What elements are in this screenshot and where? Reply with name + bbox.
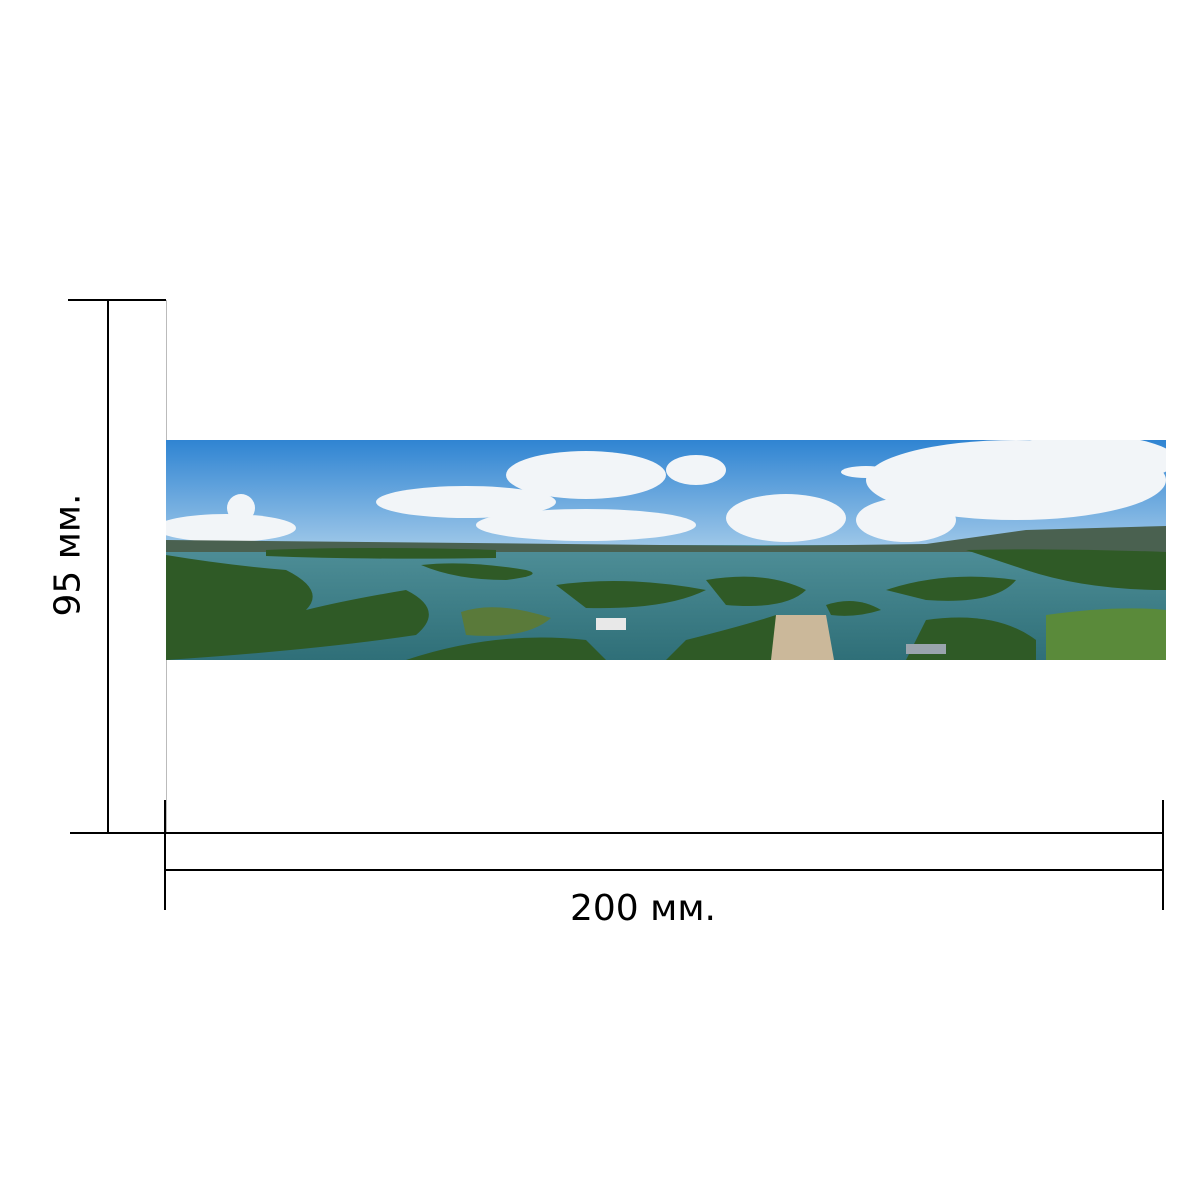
width-top-line bbox=[165, 832, 1164, 834]
height-top-tick bbox=[68, 299, 166, 301]
height-dimension-line bbox=[107, 300, 109, 834]
width-right-tick bbox=[1162, 800, 1164, 910]
height-label: 95 мм. bbox=[47, 493, 89, 617]
panorama-photo bbox=[166, 440, 1166, 660]
distant-hills bbox=[166, 526, 1166, 552]
building bbox=[596, 618, 626, 630]
parking-area bbox=[771, 615, 834, 660]
width-left-tick bbox=[164, 800, 166, 910]
width-dimension-line bbox=[165, 869, 1164, 871]
islands bbox=[166, 548, 1166, 660]
clouds bbox=[166, 440, 1166, 542]
width-label: 200 мм. bbox=[570, 888, 716, 929]
roof bbox=[906, 644, 946, 654]
height-bottom-tick bbox=[70, 832, 166, 834]
